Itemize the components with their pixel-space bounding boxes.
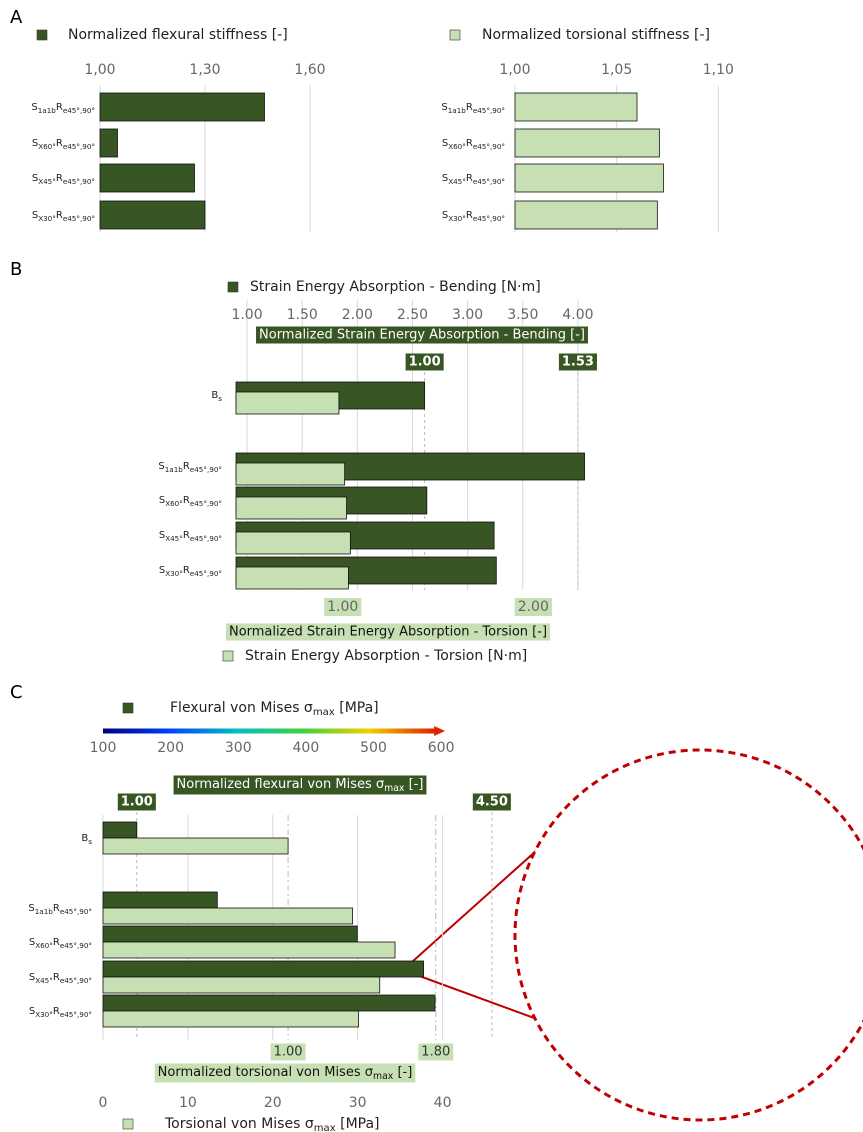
category-label: S1a1bRe45°,90° xyxy=(28,903,92,916)
bar xyxy=(103,908,353,924)
x2-tick-label: 10 xyxy=(179,1095,197,1111)
bar xyxy=(100,201,205,229)
colorbar-arrow xyxy=(434,726,445,736)
bar xyxy=(236,567,348,589)
x-tick-label: 2.50 xyxy=(397,307,428,323)
legend-swatch xyxy=(123,1119,133,1129)
category-label: SX30°Re45°,90° xyxy=(159,565,222,578)
category-label: SX45°Re45°,90° xyxy=(159,530,222,543)
category-label: SX60°Re45°,90° xyxy=(32,138,95,151)
category-label: SX45°Re45°,90° xyxy=(32,173,95,186)
category-label: SX30°Re45°,90° xyxy=(32,210,95,223)
x-tick-label: 1,00 xyxy=(499,62,530,78)
marker-label: 1.00 xyxy=(409,355,441,370)
bar xyxy=(236,532,350,554)
category-label: SX60°Re45°,90° xyxy=(29,937,92,950)
panel-label: C xyxy=(10,682,23,703)
x-tick-label: 600 xyxy=(428,740,455,756)
bar xyxy=(103,892,217,908)
legend-swatch xyxy=(450,30,460,40)
bar xyxy=(103,838,288,854)
panel-label: B xyxy=(10,259,22,280)
x-tick-label: 2.00 xyxy=(342,307,373,323)
zoom-callout xyxy=(398,750,863,1120)
legend-swatch xyxy=(37,30,47,40)
legend-label: Normalized torsional stiffness [-] xyxy=(482,27,710,43)
category-label: SX60°Re45°,90° xyxy=(442,138,505,151)
bar xyxy=(103,995,435,1011)
bar xyxy=(515,93,637,121)
bar xyxy=(515,201,657,229)
category-label: SX30°Re45°,90° xyxy=(442,210,505,223)
x-tick-label: 3.50 xyxy=(507,307,538,323)
category-label: Bs xyxy=(211,390,222,403)
category-label: S1a1bRe45°,90° xyxy=(441,102,505,115)
legend-label: Strain Energy Absorption - Torsion [N·m] xyxy=(245,648,527,664)
x-tick-label: 4.00 xyxy=(562,307,593,323)
x2-tick-label: 40 xyxy=(434,1095,452,1111)
bar xyxy=(103,926,357,942)
panel-label: A xyxy=(10,7,23,28)
bar xyxy=(103,822,137,838)
bar xyxy=(236,392,339,414)
category-label: SX45°Re45°,90° xyxy=(29,972,92,985)
legend-swatch xyxy=(123,703,133,713)
category-label: SX45°Re45°,90° xyxy=(442,173,505,186)
marker-label: 1.00 xyxy=(121,795,153,810)
marker-label: 4.50 xyxy=(476,795,508,810)
bar xyxy=(100,129,118,157)
x2-tick-label: 1.00 xyxy=(327,599,358,615)
x-tick-label: 200 xyxy=(157,740,184,756)
x-tick-label: 400 xyxy=(293,740,320,756)
x-tick-label: 300 xyxy=(225,740,252,756)
x-tick-label: 100 xyxy=(90,740,117,756)
legend-label: Normalized flexural stiffness [-] xyxy=(68,27,288,43)
x-tick-label: 1,05 xyxy=(601,62,632,78)
bar xyxy=(100,93,265,121)
bar xyxy=(236,497,347,519)
category-label: Bs xyxy=(81,833,92,846)
bar xyxy=(100,164,195,192)
x-tick-label: 3.00 xyxy=(452,307,483,323)
legend-label: Strain Energy Absorption - Bending [N·m] xyxy=(250,279,541,295)
x2-tick-label: 0 xyxy=(99,1095,108,1111)
x2-tick-label: 2.00 xyxy=(518,599,549,615)
x-tick-label: 500 xyxy=(360,740,387,756)
bar xyxy=(236,463,345,485)
x-axis-title: Normalized Strain Energy Absorption - Be… xyxy=(259,328,585,343)
x-tick-label: 1,60 xyxy=(294,62,325,78)
x-tick-label: 1,10 xyxy=(703,62,734,78)
x-tick-label: 1.50 xyxy=(287,307,318,323)
legend-label: Torsional von Mises σmax [MPa] xyxy=(164,1116,380,1132)
category-label: S1a1bRe45°,90° xyxy=(31,102,95,115)
bar xyxy=(103,977,380,993)
marker-label: 1.00 xyxy=(274,1045,303,1060)
x-tick-label: 1,30 xyxy=(189,62,220,78)
category-label: S1a1bRe45°,90° xyxy=(158,461,222,474)
bar xyxy=(103,961,424,977)
category-label: SX30°Re45°,90° xyxy=(29,1006,92,1019)
bar xyxy=(103,942,395,958)
x2-tick-label: 20 xyxy=(264,1095,282,1111)
figure: A B C Normalized flexural stiffness [-] 1… xyxy=(0,0,863,1132)
bar xyxy=(515,129,659,157)
legend-label: Flexural von Mises σmax [MPa] xyxy=(170,700,379,718)
bar xyxy=(103,1011,359,1027)
x2-tick-label: 30 xyxy=(349,1095,367,1111)
colorbar xyxy=(103,729,435,734)
x2-axis-title: Normalized Strain Energy Absorption - To… xyxy=(229,625,547,640)
x-tick-label: 1.00 xyxy=(231,307,262,323)
legend-swatch xyxy=(223,651,233,661)
marker-label: 1.80 xyxy=(421,1045,450,1060)
marker-label: 1.53 xyxy=(562,355,594,370)
x-tick-label: 1,00 xyxy=(84,62,115,78)
legend-swatch xyxy=(228,282,238,292)
bar xyxy=(515,164,663,192)
category-label: SX60°Re45°,90° xyxy=(159,495,222,508)
